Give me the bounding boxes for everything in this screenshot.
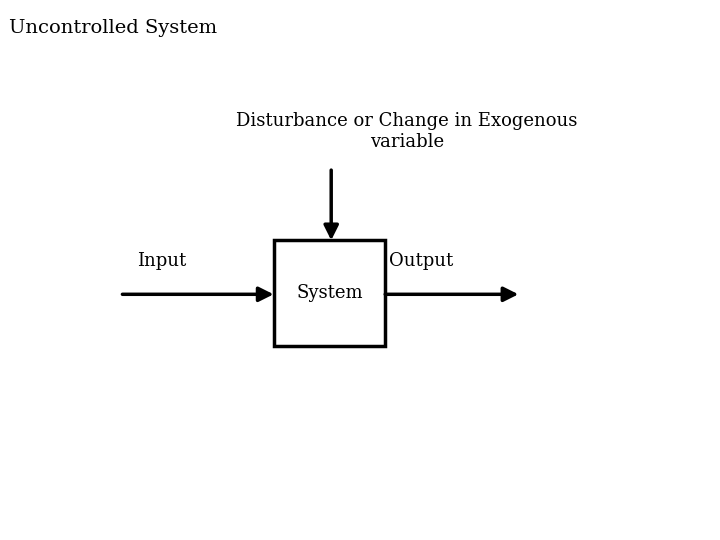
Text: Disturbance or Change in Exogenous
variable: Disturbance or Change in Exogenous varia… — [236, 112, 577, 151]
Text: System: System — [296, 284, 363, 302]
Bar — [274, 240, 385, 346]
Text: Output: Output — [389, 252, 454, 270]
Text: Input: Input — [138, 252, 186, 270]
Text: Uncontrolled System: Uncontrolled System — [9, 19, 217, 37]
